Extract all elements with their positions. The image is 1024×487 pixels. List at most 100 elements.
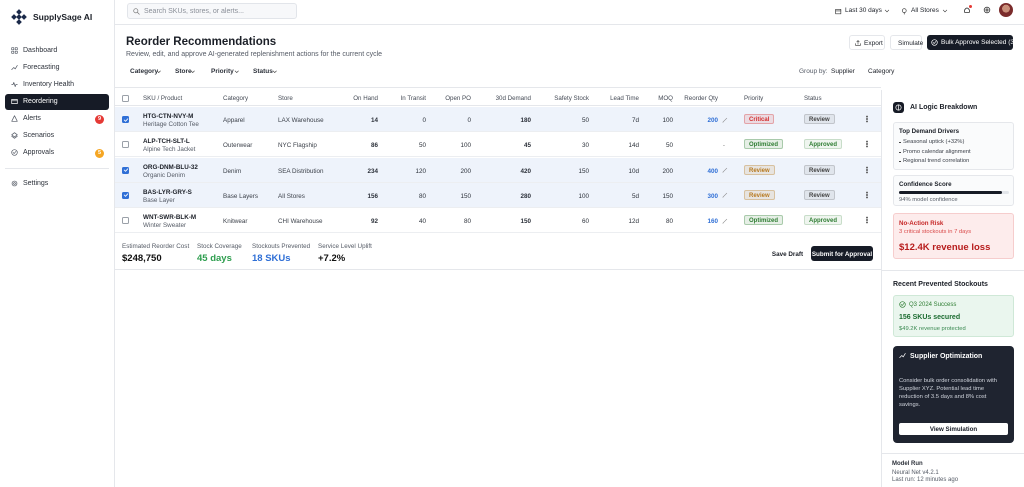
reorder-qty[interactable]: 160 bbox=[707, 218, 718, 226]
layers-icon bbox=[11, 132, 18, 139]
cal-icon bbox=[835, 8, 842, 14]
checkbox[interactable] bbox=[122, 141, 129, 149]
model-version: Neural Net v4.2.1 bbox=[892, 470, 939, 476]
table-row: WNT-SWR-BLK-M Winter Sweater Knitwear CHI W… bbox=[115, 208, 881, 234]
status-badge: Review bbox=[804, 164, 835, 175]
confidence-label: 94% model confidence bbox=[899, 197, 958, 203]
table-cell: 50 bbox=[581, 117, 589, 124]
checkbox[interactable] bbox=[122, 95, 129, 102]
dots-icon-part bbox=[866, 120, 868, 123]
trend-icon bbox=[899, 353, 906, 358]
group-by-option[interactable]: Supplier bbox=[831, 68, 855, 75]
filter-dropdown[interactable]: Category bbox=[126, 66, 165, 78]
check-icon-part bbox=[11, 149, 18, 156]
date-range-button[interactable]: Last 30 days bbox=[832, 4, 893, 18]
summary-label: Stock Coverage bbox=[197, 243, 242, 250]
view-simulation-button[interactable]: View Simulation bbox=[899, 423, 1008, 435]
topbar: Search SKUs, stores, or alerts... Last 30… bbox=[115, 0, 1024, 25]
check-icon-part bbox=[932, 40, 937, 44]
row-menu-button[interactable] bbox=[863, 216, 871, 224]
checkbox[interactable] bbox=[122, 116, 129, 123]
reorder-qty[interactable]: 300 bbox=[707, 192, 718, 200]
prevented-headline: 156 SKUs secured bbox=[899, 314, 961, 321]
product-name: Base Layer bbox=[143, 196, 175, 204]
store-filter-button[interactable]: All Stores bbox=[898, 4, 952, 18]
checkbox[interactable] bbox=[122, 217, 129, 225]
nav-item[interactable]: Scenarios bbox=[5, 128, 109, 144]
dots-icon-part bbox=[866, 216, 868, 219]
row-menu-button[interactable] bbox=[863, 140, 871, 148]
nav-label: Forecasting bbox=[23, 64, 60, 71]
grid-icon-part bbox=[14, 47, 18, 51]
nav-item[interactable]: Approvals 5 bbox=[5, 145, 109, 161]
nav-item[interactable]: Alerts 9 bbox=[5, 111, 109, 127]
filter-label: Category bbox=[130, 68, 159, 75]
notifications-button[interactable] bbox=[963, 5, 972, 15]
avatar[interactable] bbox=[999, 3, 1013, 17]
table-cell: 420 bbox=[520, 167, 531, 175]
row-menu-button[interactable] bbox=[863, 191, 871, 199]
filter-dropdown[interactable]: Store bbox=[171, 66, 199, 78]
sku-code: WNT-SWR-BLK-M bbox=[143, 214, 197, 222]
prevented-card: Q3 2024 Success 156 SKUs secured $49.2K re… bbox=[893, 295, 1014, 337]
down-icon bbox=[884, 9, 890, 13]
table-cell: 80 bbox=[463, 218, 471, 226]
filter-dropdown[interactable]: Priority bbox=[207, 66, 243, 78]
column-header: On Hand bbox=[353, 95, 378, 102]
group-by-option[interactable]: Category bbox=[868, 68, 895, 75]
dots-icon-part bbox=[866, 166, 868, 169]
footer-action-button[interactable]: Save Draft bbox=[768, 246, 807, 261]
header-action-button[interactable]: Simulate bbox=[890, 35, 923, 50]
nav-item[interactable]: Forecasting bbox=[5, 60, 109, 76]
drivers-card: Top Demand Drivers Seasonal uptick (+32%)… bbox=[893, 122, 1014, 170]
checkbox[interactable] bbox=[122, 166, 129, 174]
down-icon bbox=[942, 9, 948, 13]
heart-icon bbox=[11, 82, 18, 87]
pencil-icon bbox=[722, 193, 728, 199]
header-action-button[interactable]: Export bbox=[849, 35, 885, 50]
nav-badge: 5 bbox=[95, 148, 104, 158]
reorder-qty[interactable]: 200 bbox=[707, 117, 718, 124]
logo-dot bbox=[16, 19, 22, 25]
row-menu-button[interactable] bbox=[863, 115, 871, 123]
nav-divider bbox=[5, 168, 109, 169]
filter-dropdown[interactable]: Status bbox=[249, 66, 281, 78]
main: Reorder Recommendations Review, edit, and… bbox=[115, 25, 1016, 487]
checkbox[interactable] bbox=[122, 191, 129, 199]
table-row: ALP-TCH-SLT-L Alpine Tech Jacket Outerwear… bbox=[115, 132, 881, 158]
tick-icon bbox=[123, 168, 128, 172]
search-placeholder: Search SKUs, stores, or alerts... bbox=[144, 7, 244, 15]
row-menu-button[interactable] bbox=[863, 166, 871, 174]
gear-icon bbox=[983, 6, 991, 14]
footer-action-button[interactable]: Submit for Approval bbox=[811, 246, 873, 261]
header-action-button[interactable]: Bulk Approve Selected (3) bbox=[927, 35, 1016, 50]
table-cell: 200 bbox=[460, 167, 471, 175]
column-header: MOQ bbox=[658, 95, 673, 102]
dots-icon-part bbox=[866, 118, 868, 120]
layers-icon-part bbox=[11, 132, 18, 138]
table-cell: 100 bbox=[578, 192, 589, 200]
supplier-card: Supplier Optimization Consider bulk order… bbox=[893, 346, 1014, 443]
nav-item[interactable]: Reordering bbox=[5, 94, 109, 110]
grid-icon-part bbox=[11, 47, 15, 51]
nav-item[interactable]: Inventory Health bbox=[5, 77, 109, 93]
confidence-track bbox=[899, 191, 1009, 194]
table-cell: Apparel bbox=[223, 117, 245, 124]
search-box[interactable]: Search SKUs, stores, or alerts... bbox=[127, 3, 297, 19]
alert-icon-part bbox=[11, 115, 18, 122]
settings-button[interactable] bbox=[983, 6, 992, 15]
dots-icon-part bbox=[866, 196, 868, 199]
nav-item[interactable]: Dashboard bbox=[5, 43, 109, 59]
table-cell: 100 bbox=[460, 142, 471, 150]
prevented-detail: $49.2K revenue protected bbox=[899, 326, 966, 332]
column-header: Priority bbox=[744, 95, 764, 102]
sidebar: SupplySage AI Dashboard Forecasting Invento… bbox=[0, 0, 115, 487]
nav-item[interactable]: Settings bbox=[5, 176, 109, 192]
reorder-qty[interactable]: 400 bbox=[707, 167, 718, 175]
down-icon-part bbox=[942, 9, 948, 13]
check-icon-part bbox=[899, 301, 906, 308]
header-action-label: Export bbox=[864, 40, 883, 47]
bell-icon-part bbox=[964, 7, 970, 13]
summary-divider bbox=[115, 269, 881, 270]
